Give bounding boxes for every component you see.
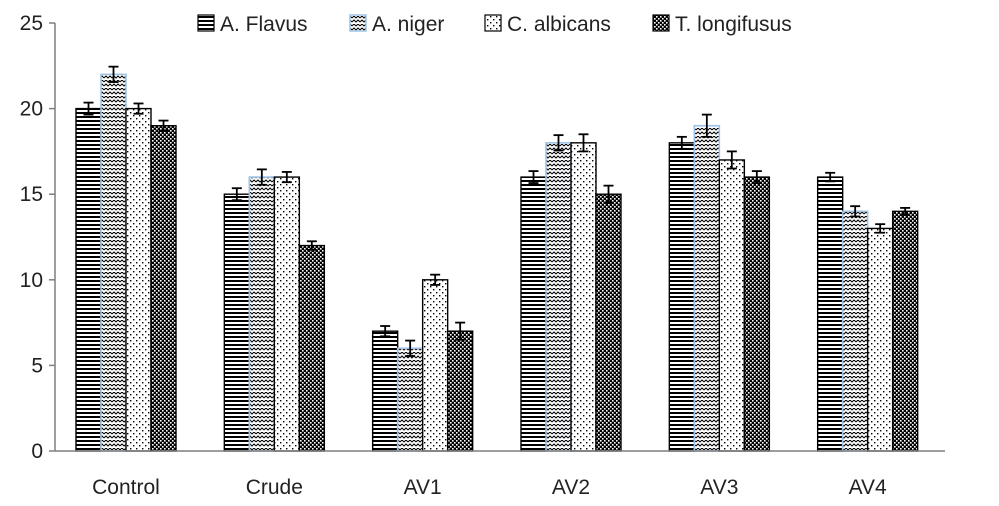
legend-item-t-longifusus: T. longifusus — [652, 13, 792, 36]
bar-av3-a-flavus — [668, 142, 696, 452]
bar-av1-t-longifusus — [446, 330, 474, 452]
bar-control-t-longifusus — [150, 125, 177, 452]
x-tick-label-av1: AV1 — [404, 476, 442, 499]
legend-item-c-albicans: C. albicans — [484, 13, 611, 36]
bar-av3-c-albicans — [718, 159, 746, 452]
bar-av2-t-longifusus — [595, 193, 622, 452]
y-tick-label: 20 — [20, 98, 43, 121]
error-bars — [83, 65, 911, 357]
bar-av2-c-albicans — [570, 142, 597, 452]
y-axis-ticks: 0 5 10 15 20 25 — [20, 12, 55, 463]
x-tick-label-av4: AV4 — [849, 476, 887, 499]
bar-av3-a-niger — [693, 124, 721, 452]
legend-swatch-a-flavus — [197, 14, 215, 32]
y-tick-label: 0 — [31, 440, 43, 463]
bar-av2-a-flavus — [520, 176, 547, 452]
bar-av1-c-albicans — [421, 279, 449, 452]
legend: A. Flavus A. niger C. albicans T. longif… — [197, 13, 792, 36]
legend-swatch-a-niger — [349, 14, 367, 32]
bars — [75, 73, 919, 452]
legend-label-a-flavus: A. Flavus — [220, 13, 308, 36]
x-tick-label-crude: Crude — [246, 476, 303, 499]
y-tick-label: 5 — [31, 354, 43, 377]
legend-swatch-c-albicans — [484, 14, 502, 32]
bar-crude-c-albicans — [273, 176, 301, 452]
bar-crude-a-niger — [248, 176, 276, 452]
x-tick-label-control: Control — [92, 476, 160, 499]
bar-av3-t-longifusus — [743, 176, 771, 452]
bar-av4-c-albicans — [866, 227, 894, 452]
legend-item-a-niger: A. niger — [349, 13, 444, 36]
legend-label-a-niger: A. niger — [372, 13, 444, 36]
bar-av1-a-flavus — [371, 330, 399, 452]
legend-label-c-albicans: C. albicans — [507, 13, 611, 36]
legend-item-a-flavus: A. Flavus — [197, 13, 308, 36]
bar-av2-a-niger — [545, 142, 572, 452]
bar-control-a-flavus — [75, 107, 102, 452]
bar-control-c-albicans — [125, 107, 152, 452]
x-tick-label-av3: AV3 — [700, 476, 738, 499]
legend-label-t-longifusus: T. longifusus — [675, 13, 792, 36]
x-tick-label-av2: AV2 — [552, 476, 590, 499]
legend-swatch-t-longifusus — [652, 14, 670, 32]
y-tick-label: 15 — [20, 183, 43, 206]
y-tick-label: 25 — [20, 12, 43, 35]
bar-av4-a-niger — [841, 210, 869, 452]
bar-crude-a-flavus — [223, 193, 251, 452]
bar-av4-a-flavus — [816, 176, 844, 452]
y-tick-label: 10 — [20, 269, 43, 292]
bar-av4-t-longifusus — [891, 210, 919, 452]
bar-av1-a-niger — [396, 347, 424, 452]
x-axis-labels: Control Crude AV1 AV2 AV3 AV4 — [92, 476, 887, 499]
bar-control-a-niger — [100, 73, 127, 452]
bar-crude-t-longifusus — [298, 244, 326, 452]
